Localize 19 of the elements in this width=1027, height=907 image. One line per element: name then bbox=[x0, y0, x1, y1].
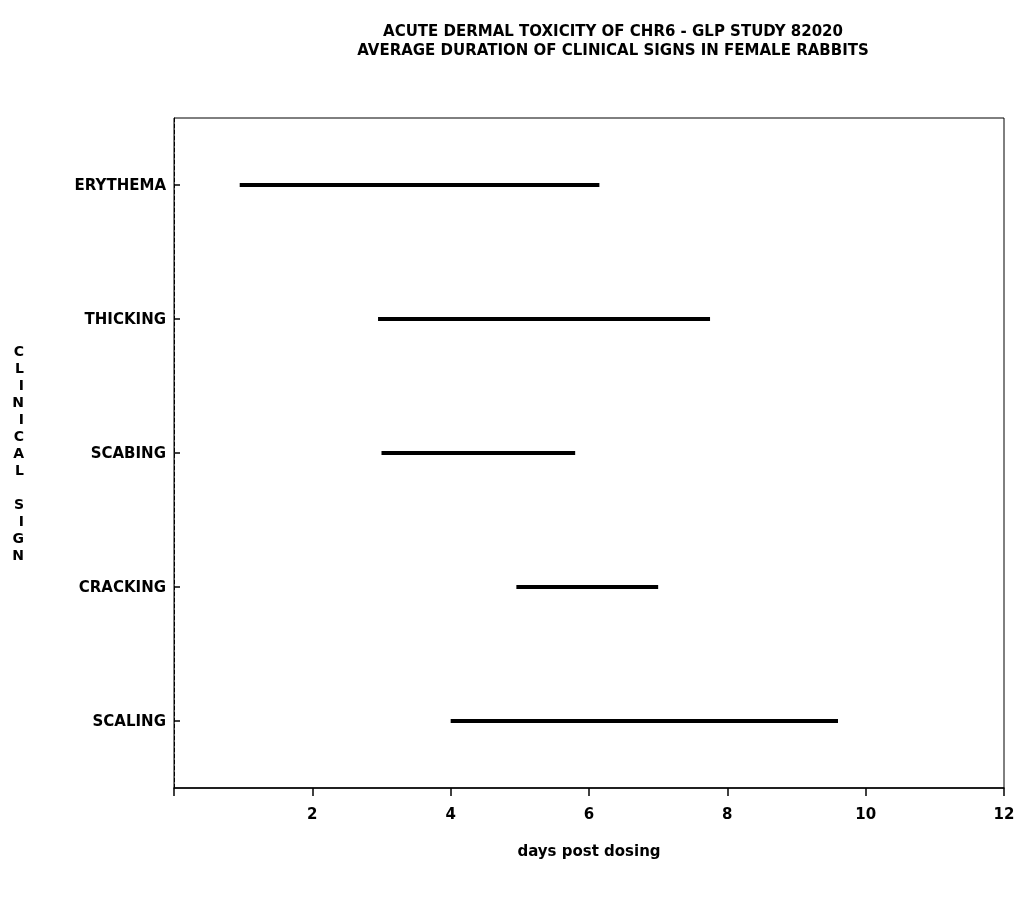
bar bbox=[378, 317, 711, 321]
x-tick-label: 6 bbox=[583, 804, 595, 823]
y-tick-label: SCABING bbox=[90, 444, 166, 462]
bar bbox=[516, 585, 659, 589]
x-tick-label: 8 bbox=[722, 804, 733, 823]
bar bbox=[381, 451, 576, 455]
x-tick-label: 10 bbox=[855, 804, 877, 823]
x-tick-label: 4 bbox=[445, 804, 456, 823]
chart-title: ACUTE DERMAL TOXICITY OF CHR6 - GLP STUDY 82020 AVERAGE DURATION OF CLINICAL SIGNS IN FEMALE RABBITS bbox=[357, 21, 869, 59]
y-tick-label: THICKING bbox=[84, 310, 166, 328]
y-tick-label: CRACKING bbox=[78, 578, 166, 596]
text: CLINICAL SIGN bbox=[12, 343, 24, 563]
x-tick-label: 2 bbox=[307, 804, 318, 823]
y-tick-label: ERYTHEMA bbox=[74, 176, 167, 194]
bar bbox=[239, 183, 600, 187]
x-axis-title: days post dosing bbox=[517, 841, 661, 860]
x-tick-label: 12 bbox=[993, 804, 1015, 823]
y-tick-label: SCALING bbox=[92, 712, 166, 730]
bar bbox=[450, 719, 838, 723]
